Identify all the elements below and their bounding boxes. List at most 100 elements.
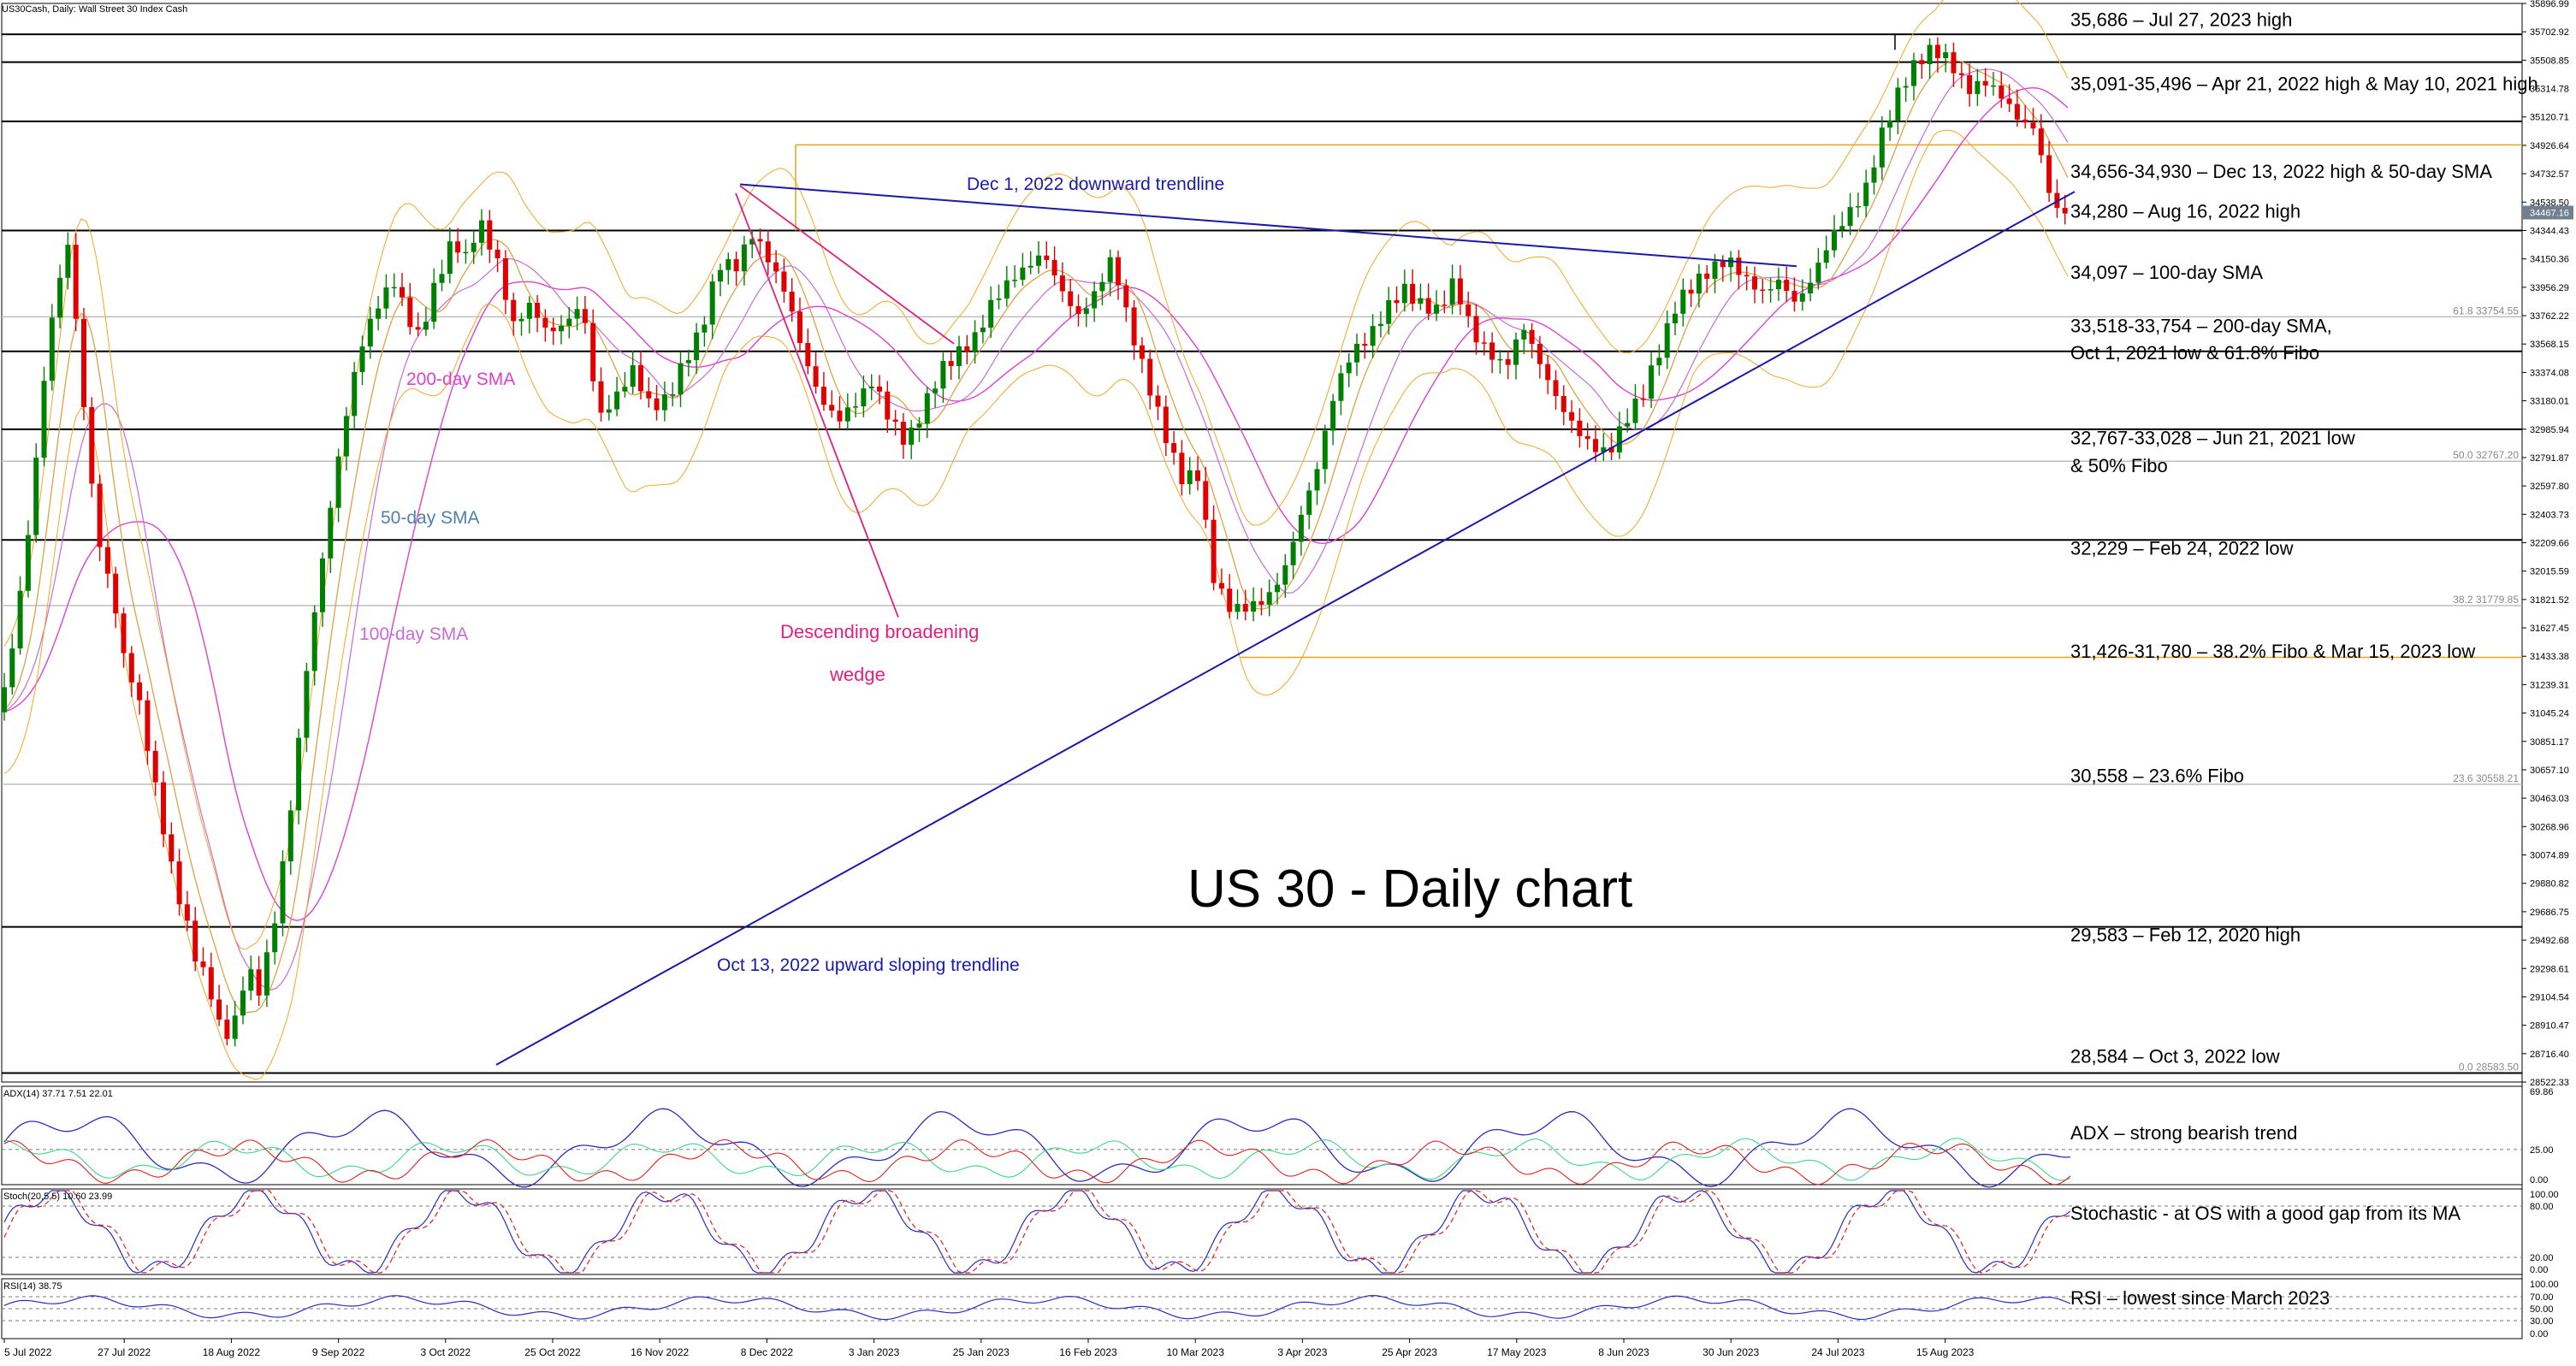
y-tick-label: 34538.50 (2530, 198, 2569, 208)
level-label: 35,686 – Jul 27, 2023 high (2070, 9, 2292, 30)
rsi-tick-label: 100.00 (2530, 1280, 2559, 1290)
x-tick-label: 9 Sep 2022 (312, 1346, 365, 1358)
candle-body (996, 298, 1002, 300)
candle-body (2062, 208, 2068, 214)
candle-body (431, 282, 437, 322)
candle-body (1131, 307, 1137, 346)
y-tick-label: 32597.80 (2530, 482, 2569, 492)
candle-body (773, 262, 779, 272)
candle-body (1728, 257, 1734, 268)
candle-body (709, 281, 715, 325)
candle-body (630, 364, 636, 387)
y-tick-label: 34732.57 (2530, 169, 2569, 180)
candle-body (304, 671, 310, 738)
candle-body (1887, 120, 1893, 128)
stoch-header: Stoch(20,5,5) 10.60 23.99 (3, 1192, 112, 1202)
candle-body (1537, 343, 1543, 364)
candle-body (1799, 293, 1805, 302)
y-tick-label: 31627.45 (2530, 624, 2569, 634)
y-tick-label: 29492.68 (2530, 936, 2569, 946)
adx-tick-label: 25.00 (2530, 1145, 2554, 1156)
candle-body (972, 332, 978, 352)
level-label: 31,426-31,780 – 38.2% Fibo & Mar 15, 202… (2070, 641, 2475, 662)
candle-body (1354, 343, 1359, 363)
candle-body (320, 558, 325, 612)
candle-body (638, 364, 643, 392)
candle-body (1903, 86, 1909, 88)
candle-body (400, 287, 405, 298)
candle-body (1943, 52, 1949, 58)
candle-body (1442, 305, 1448, 306)
y-tick-label: 32209.66 (2530, 539, 2569, 549)
chart-title: US 30 - Daily chart (1187, 860, 1632, 919)
candle-body (1179, 452, 1185, 485)
stoch-main-line (3, 1190, 2071, 1274)
level-label: & 50% Fibo (2070, 455, 2168, 476)
y-tick-label: 31239.31 (2530, 680, 2569, 690)
candle-body (1195, 470, 1200, 482)
rsi-annotation: RSI – lowest since March 2023 (2070, 1287, 2330, 1309)
candle-body (1083, 308, 1089, 315)
candle-body (1616, 426, 1622, 452)
candle-body (1919, 60, 1925, 65)
candle-body (789, 291, 795, 312)
candle-body (1377, 323, 1383, 327)
candle-body (1211, 519, 1217, 583)
candle-body (1418, 298, 1424, 305)
candle-body (933, 388, 939, 393)
candle-body (1656, 358, 1662, 366)
candle-body (1958, 73, 1964, 75)
candle-body (1720, 261, 1726, 268)
candle-body (741, 244, 747, 272)
candle-body (25, 535, 31, 591)
candle-body (837, 410, 843, 422)
rsi-tick-label: 0.00 (2530, 1329, 2548, 1339)
candle-body (1975, 80, 1981, 94)
sma200-label: 200-day SMA (406, 370, 515, 389)
current-price-box (2523, 205, 2573, 220)
candle-body (1577, 420, 1583, 436)
candle-body (1601, 446, 1607, 452)
candle-body (1489, 342, 1495, 360)
y-tick-label: 29298.61 (2530, 964, 2569, 974)
candle-body (916, 423, 922, 428)
candle-body (1036, 255, 1041, 266)
level-label: 30,558 – 23.6% Fibo (2070, 765, 2244, 786)
candle-body (606, 409, 612, 413)
candle-body (352, 371, 358, 417)
candle-body (1012, 280, 1018, 281)
candle-body (1227, 588, 1233, 612)
candle-body (670, 394, 676, 396)
candle-body (65, 245, 71, 278)
candle-body (200, 961, 206, 967)
candle-body (57, 277, 63, 318)
candle-body (208, 967, 214, 1000)
candle-body (566, 318, 572, 326)
sma100-label: 100-day SMA (359, 624, 468, 644)
candle-body (224, 1020, 230, 1039)
candle-body (121, 613, 127, 653)
candle-body (1855, 205, 1861, 208)
candle-body (1425, 298, 1431, 314)
candle-body (733, 258, 739, 272)
candle-body (1982, 80, 1988, 86)
candle-body (511, 299, 517, 322)
candle-body (1584, 435, 1590, 440)
candle-body (1823, 250, 1829, 263)
candle-body (1242, 604, 1248, 612)
candle-body (725, 258, 731, 270)
candle-body (1107, 257, 1113, 282)
sma200-line (3, 86, 2069, 921)
candle-body (1999, 85, 2005, 99)
candle-body (685, 360, 691, 364)
candle-body (1314, 469, 1320, 491)
candle-body (1815, 263, 1821, 283)
fibo-label: 0.0 28583.50 (2459, 1061, 2519, 1073)
candle-body (17, 590, 23, 649)
y-tick-label: 31433.38 (2530, 652, 2569, 662)
candle-body (1322, 430, 1328, 470)
candle-body (1068, 291, 1074, 306)
x-tick-label: 25 Oct 2022 (524, 1346, 581, 1358)
candle-body (1911, 60, 1916, 86)
level-label: 32,767-33,028 – Jun 21, 2021 low (2070, 427, 2355, 448)
